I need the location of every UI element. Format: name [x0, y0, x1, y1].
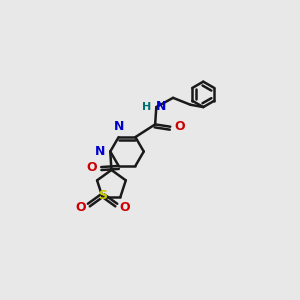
- Text: H: H: [142, 102, 151, 112]
- Text: S: S: [98, 189, 107, 202]
- Text: O: O: [75, 201, 86, 214]
- Text: O: O: [86, 160, 97, 174]
- Text: N: N: [95, 145, 105, 158]
- Text: O: O: [119, 201, 130, 214]
- Text: N: N: [156, 100, 166, 113]
- Text: N: N: [114, 120, 124, 133]
- Text: O: O: [174, 120, 185, 133]
